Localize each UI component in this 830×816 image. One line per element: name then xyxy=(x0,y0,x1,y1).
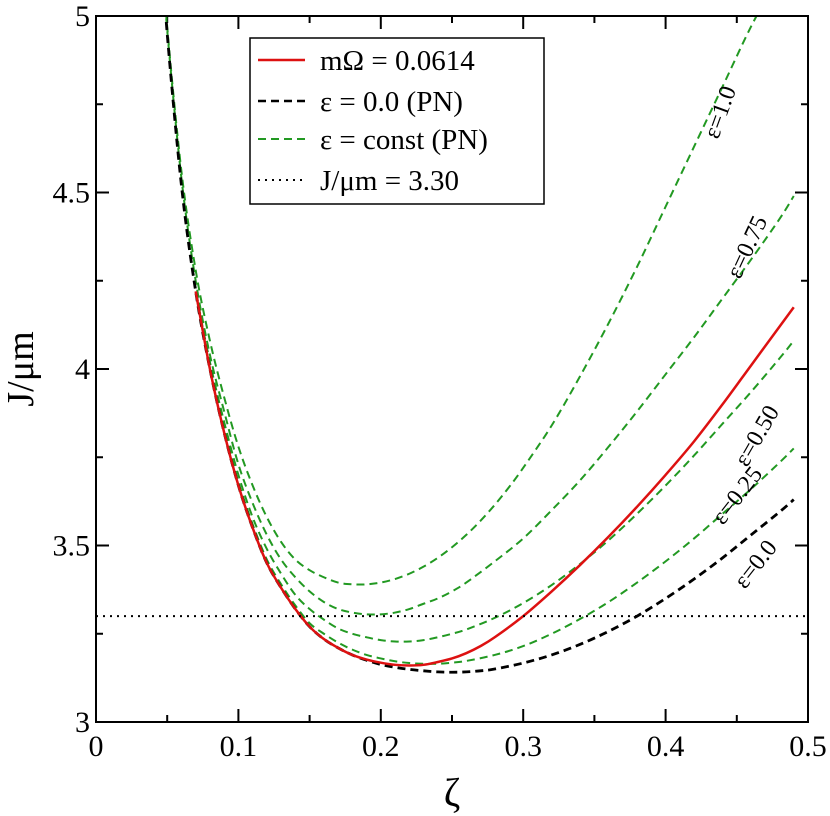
series-line-5 xyxy=(194,291,795,667)
x-tick-label: 0.5 xyxy=(789,730,827,763)
y-tick-label: 4 xyxy=(75,353,90,386)
legend-label-momega: mΩ = 0.0614 xyxy=(320,45,475,77)
x-tick-label: 0.3 xyxy=(504,730,542,763)
series-layer xyxy=(96,16,808,674)
annotation-eps-0-50: ε=0.50 xyxy=(730,401,785,471)
y-tick-label: 3.5 xyxy=(53,530,91,563)
legend-label-epsconst: ε = const (PN) xyxy=(320,124,488,156)
legend: mΩ = 0.0614 ε = 0.0 (PN) ε = const (PN) … xyxy=(249,37,545,205)
annotation-eps-0-25: ε=0.25 xyxy=(707,462,768,530)
legend-label-eps0: ε = 0.0 (PN) xyxy=(320,86,463,118)
annotation-eps-0-75: ε=0.75 xyxy=(722,212,773,282)
x-axis-label: ζ xyxy=(444,770,461,815)
x-tick-label: 0.4 xyxy=(647,730,685,763)
series-line-1 xyxy=(165,16,795,616)
y-tick-label: 5 xyxy=(75,0,90,33)
annotation-eps-0-0: ε=0.0 xyxy=(729,535,783,593)
series-line-2 xyxy=(164,16,795,643)
legend-label-jmu: J/μm = 3.30 xyxy=(320,165,459,197)
y-tick-label: 4.5 xyxy=(53,177,91,210)
x-tick-label: 0.2 xyxy=(362,730,400,763)
ticks-layer: 0 0.1 0.2 0.3 0.4 0.5 3 3.5 4 4.5 5 xyxy=(53,0,827,763)
plot-frame xyxy=(95,15,809,723)
legend-box xyxy=(249,37,545,205)
y-tick-label: 3 xyxy=(75,706,90,739)
y-axis-label: J/μm xyxy=(0,331,42,406)
x-tick-label: 0 xyxy=(89,730,104,763)
series-line-0 xyxy=(165,16,758,586)
x-tick-label: 0.1 xyxy=(220,730,258,763)
annotation-eps-1-0: ε=1.0 xyxy=(699,83,742,142)
